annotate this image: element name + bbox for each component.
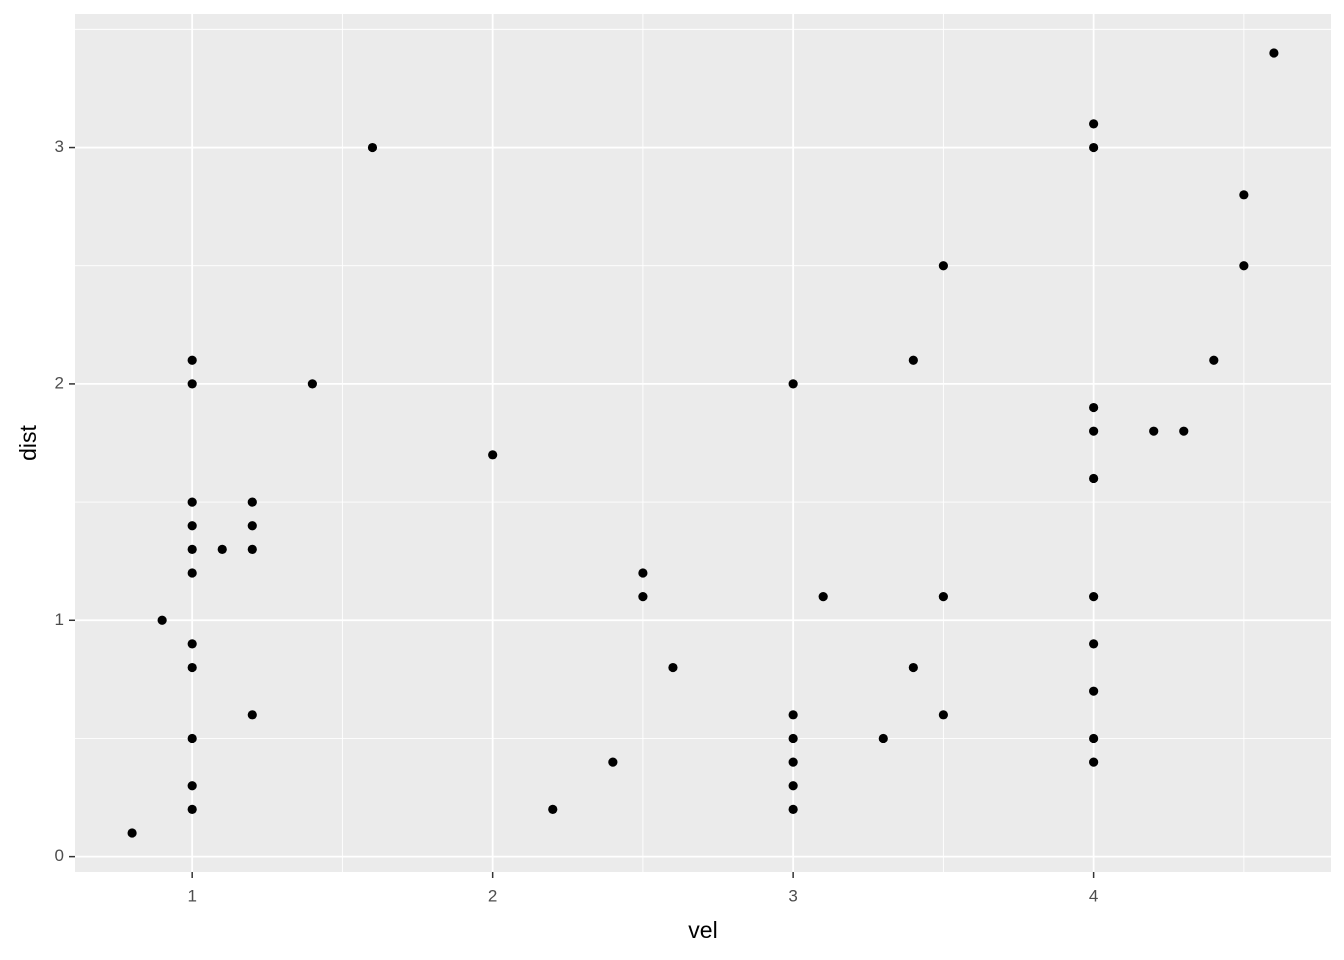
point bbox=[1089, 142, 1099, 153]
point bbox=[788, 781, 798, 791]
point bbox=[638, 592, 648, 602]
y-axis-title: dist bbox=[15, 424, 41, 460]
point bbox=[908, 662, 918, 673]
y-tick-label: 2 bbox=[55, 373, 64, 392]
point bbox=[1179, 426, 1189, 436]
point bbox=[1089, 402, 1099, 413]
point bbox=[247, 497, 257, 507]
y-tick-label: 3 bbox=[55, 137, 64, 156]
point bbox=[187, 781, 197, 791]
point bbox=[1089, 733, 1099, 744]
x-tick-label: 2 bbox=[488, 886, 497, 905]
point bbox=[157, 615, 167, 625]
point bbox=[187, 568, 197, 578]
point bbox=[1149, 426, 1159, 436]
point bbox=[367, 142, 378, 153]
point bbox=[1089, 473, 1099, 484]
point bbox=[938, 710, 948, 720]
point bbox=[788, 757, 798, 767]
point bbox=[307, 379, 317, 389]
x-tick-label: 4 bbox=[1089, 886, 1098, 905]
point bbox=[1089, 639, 1099, 649]
point bbox=[608, 757, 618, 767]
point bbox=[217, 544, 227, 554]
panel-background bbox=[75, 14, 1331, 872]
point bbox=[788, 804, 798, 814]
point bbox=[187, 639, 197, 649]
point bbox=[127, 828, 137, 838]
point bbox=[668, 662, 678, 673]
point bbox=[247, 544, 257, 554]
point bbox=[1269, 48, 1279, 58]
point bbox=[1089, 119, 1099, 129]
point bbox=[1089, 592, 1099, 602]
point bbox=[1239, 261, 1249, 271]
point bbox=[187, 497, 197, 507]
y-tick-label: 0 bbox=[55, 846, 64, 865]
point bbox=[1209, 355, 1219, 365]
point bbox=[908, 355, 918, 365]
point bbox=[548, 804, 558, 814]
point bbox=[187, 544, 197, 554]
point bbox=[938, 592, 948, 602]
point bbox=[1239, 190, 1249, 200]
point bbox=[788, 733, 798, 744]
x-tick-label: 1 bbox=[187, 886, 196, 905]
x-tick-label: 3 bbox=[788, 886, 797, 905]
y-tick-label: 1 bbox=[55, 610, 64, 629]
point bbox=[1089, 686, 1099, 696]
point bbox=[187, 733, 197, 744]
point bbox=[818, 592, 828, 602]
point bbox=[187, 662, 197, 673]
point bbox=[247, 710, 257, 720]
x-axis-title: vel bbox=[688, 917, 717, 943]
point bbox=[187, 804, 197, 814]
point bbox=[1089, 757, 1099, 767]
point bbox=[938, 261, 948, 271]
point bbox=[788, 379, 798, 389]
point bbox=[788, 710, 798, 720]
point bbox=[247, 521, 257, 531]
point bbox=[878, 733, 888, 744]
point bbox=[638, 568, 648, 578]
point bbox=[187, 521, 197, 531]
point bbox=[488, 450, 498, 460]
point bbox=[187, 355, 197, 365]
point bbox=[1089, 426, 1099, 436]
point bbox=[187, 379, 197, 389]
